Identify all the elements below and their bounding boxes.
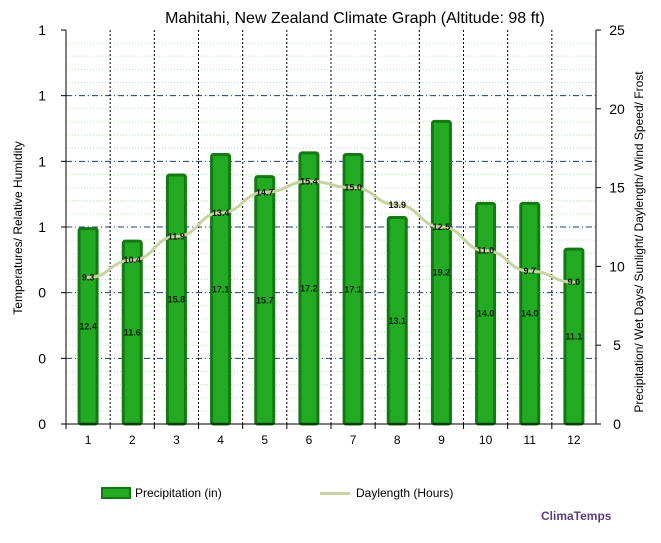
x-tick-label-2: 2 xyxy=(129,433,136,447)
daylength-swatch xyxy=(320,491,350,495)
bar-label-3: 15.8 xyxy=(168,294,186,304)
daylength-label-8: 13.9 xyxy=(388,200,406,210)
left-axis-label: Temperatures/ Relative Humidity xyxy=(11,141,25,314)
right-tick-label: 0 xyxy=(613,416,621,432)
x-tick-label-6: 6 xyxy=(306,433,313,447)
x-tick-label-5: 5 xyxy=(261,433,268,447)
daylength-label-11: 9.7 xyxy=(523,266,536,276)
daylength-label-12: 9.0 xyxy=(568,277,581,287)
left-tick-label: 0 xyxy=(38,416,46,432)
x-tick-label-7: 7 xyxy=(350,433,357,447)
x-tick-label-1: 1 xyxy=(85,433,92,447)
brand-logo: ClimaTemps xyxy=(541,509,612,523)
x-tick-label-12: 12 xyxy=(567,433,581,447)
left-tick-label: 1 xyxy=(38,22,46,38)
x-tick-label-9: 9 xyxy=(438,433,445,447)
legend-daylength-label: Daylength (Hours) xyxy=(356,486,454,500)
daylength-label-2: 10.4 xyxy=(123,255,141,265)
x-tick-label-4: 4 xyxy=(217,433,224,447)
daylength-label-5: 14.7 xyxy=(256,187,274,197)
daylength-label-10: 11.0 xyxy=(477,246,494,256)
legend-precipitation-label: Precipitation (in) xyxy=(135,486,222,500)
bar-label-5: 15.7 xyxy=(256,295,274,305)
daylength-label-6: 15.4 xyxy=(300,176,318,186)
left-tick-label: 1 xyxy=(38,153,46,169)
bar-label-2: 11.6 xyxy=(124,328,141,338)
daylength-label-7: 15.0 xyxy=(344,183,362,193)
daylength-label-4: 13.4 xyxy=(212,208,230,218)
right-tick-label: 25 xyxy=(609,22,625,38)
x-tick-label-11: 11 xyxy=(524,433,537,447)
data-labels: 12.4 11.6 15.8 17.1 15.7 17.2 17.1 13.1 19.2 14.0… xyxy=(79,176,582,341)
x-tick-label-3: 3 xyxy=(173,433,180,447)
right-tick-label: 20 xyxy=(609,101,625,117)
bar-label-10: 14.0 xyxy=(477,309,495,319)
grid xyxy=(66,30,596,424)
bar-label-7: 17.1 xyxy=(344,284,362,294)
right-axis-label: Precipitation/ Wet Days/ Sunlight/ Dayle… xyxy=(632,71,646,413)
left-tick-label: 0 xyxy=(38,350,46,366)
left-tick-label: 1 xyxy=(38,88,46,104)
x-tick-label-8: 8 xyxy=(394,433,401,447)
left-tick-label: 1 xyxy=(38,219,46,235)
left-tick-label: 0 xyxy=(38,285,46,301)
bar-label-6: 17.2 xyxy=(300,283,318,293)
bar-label-11: 14.0 xyxy=(521,309,539,319)
daylength-label-1: 9.3 xyxy=(82,272,95,282)
bar-label-12: 11.1 xyxy=(565,332,582,342)
daylength-label-9: 12.5 xyxy=(433,222,451,232)
bar-label-9: 19.2 xyxy=(433,268,451,278)
precipitation-swatch xyxy=(101,487,131,499)
daylength-line xyxy=(86,179,576,284)
daylength-label-3: 11.9 xyxy=(168,231,185,241)
chart-title: Mahitahi, New Zealand Climate Graph (Alt… xyxy=(165,10,545,27)
bar-label-1: 12.4 xyxy=(79,321,97,331)
legend-precipitation: Precipitation (in) xyxy=(101,486,222,500)
bar-label-4: 17.1 xyxy=(212,284,230,294)
right-tick-label: 15 xyxy=(609,180,625,196)
x-tick-label-10: 10 xyxy=(479,433,493,447)
right-tick-label: 5 xyxy=(613,337,621,353)
bar-label-8: 13.1 xyxy=(388,316,406,326)
right-tick-label: 10 xyxy=(609,258,625,274)
daylength-series-line xyxy=(86,179,576,284)
legend-daylength: Daylength (Hours) xyxy=(320,486,453,500)
